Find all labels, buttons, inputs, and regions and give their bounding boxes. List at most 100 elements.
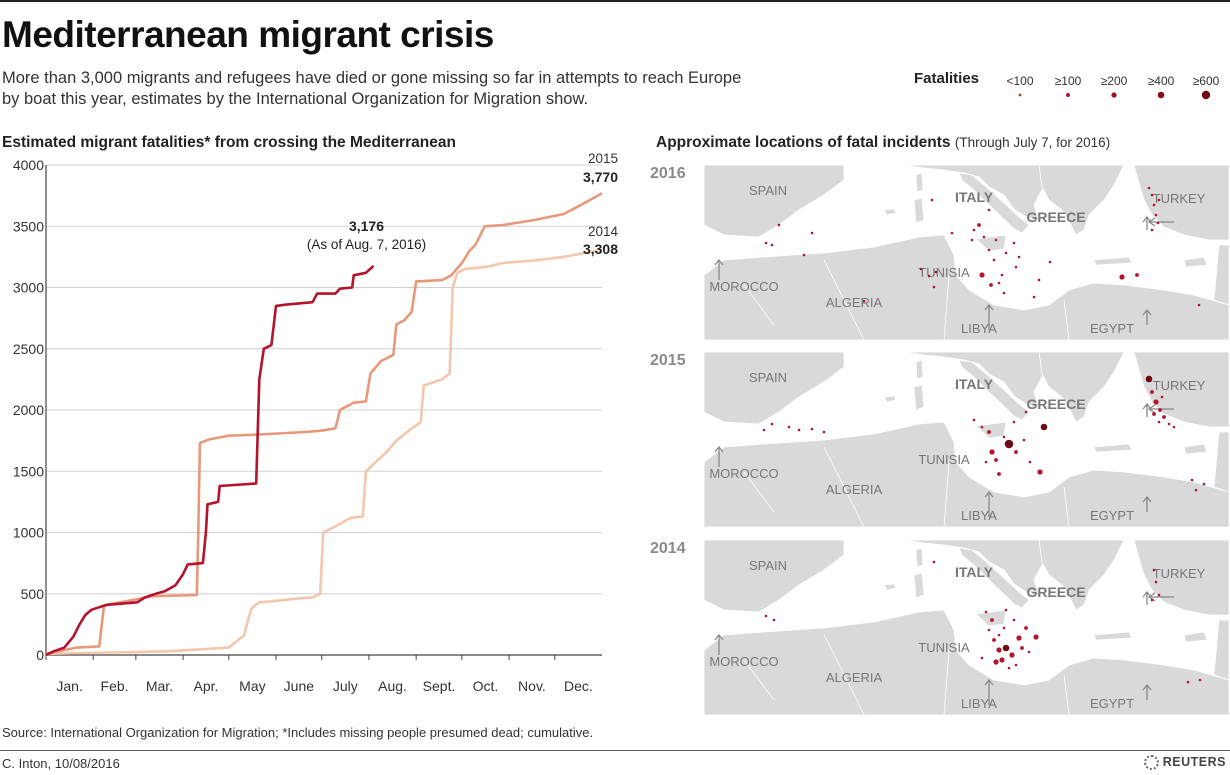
fatality-dot	[1150, 228, 1154, 232]
fatality-dot	[1033, 634, 1039, 640]
legend-item-ge400: ≥400	[1141, 74, 1181, 105]
map-land-balearic-island	[883, 583, 897, 591]
fatality-dot	[1135, 273, 1139, 277]
map-label-libya: LIBYA	[961, 696, 997, 711]
fatality-dot	[1002, 435, 1006, 439]
reuters-logo-icon	[1143, 755, 1159, 770]
map-year-label: 2015	[650, 352, 686, 369]
x-tick-label: Aug.	[378, 678, 407, 694]
map-land-balearic-island	[883, 395, 897, 403]
map-land-cyprus-island	[1183, 631, 1208, 643]
map-land-europe-west	[704, 352, 845, 425]
fatality-dot	[977, 223, 981, 227]
fatality-dot	[1157, 420, 1161, 424]
x-tick-label: July	[333, 678, 358, 694]
chart-annotations: 3,176 (As of Aug. 7, 2016) 2015 3,770 2014 3,…	[307, 151, 619, 257]
fatality-dot	[810, 427, 814, 431]
brand-logo: REUTERS	[1143, 755, 1226, 770]
fatality-dot	[1152, 568, 1156, 572]
x-tick-label: Mar.	[146, 678, 173, 694]
fatality-dot	[1048, 260, 1052, 264]
fatality-dot	[987, 430, 991, 434]
map-label-egypt: EGYPT	[1090, 696, 1134, 711]
map-land-sardinia-island	[913, 572, 925, 599]
annotation-year: 2015	[588, 151, 618, 166]
map-label-morocco: MOROCCO	[709, 466, 778, 481]
fatality-dot	[1012, 618, 1016, 622]
map-arrow-icon	[714, 633, 724, 641]
map-land-europe-west	[704, 540, 845, 613]
legend-label: <100	[1006, 74, 1034, 88]
x-tick-label: Sept.	[423, 678, 456, 694]
fatality-dot	[994, 458, 998, 462]
fatality-dot	[770, 243, 774, 247]
fatality-dot	[1150, 598, 1154, 602]
fatality-dot	[810, 231, 814, 235]
annotation-value: 3,770	[583, 169, 618, 185]
fatality-dot	[1012, 241, 1016, 245]
map-arrow-icon	[1142, 215, 1152, 223]
y-tick-label: 3500	[13, 218, 44, 234]
map-land-crete-island	[1093, 631, 1133, 641]
fatality-dot	[1020, 646, 1024, 650]
fatality-dot	[764, 241, 768, 245]
map-label-egypt: EGYPT	[1090, 508, 1134, 523]
fatality-dot	[1014, 265, 1018, 269]
fatality-dot	[990, 618, 994, 622]
series-line-2015	[45, 192, 603, 656]
map-land-crete-island	[1093, 256, 1133, 266]
fatality-dot	[1119, 274, 1125, 280]
x-tick-label: May	[239, 678, 265, 694]
x-tick-label: Oct.	[473, 678, 499, 694]
map-arrow-icon	[1147, 404, 1156, 414]
map-label-tunisia: TUNISIA	[918, 452, 970, 467]
fatality-dot	[1152, 412, 1156, 416]
fatality-dot	[1153, 399, 1159, 405]
series-line-2016	[45, 264, 375, 657]
map-arrow-icon	[984, 490, 994, 498]
map-label-greece: GREECE	[1026, 584, 1085, 600]
map-label-tunisia: TUNISIA	[918, 265, 970, 280]
legend-dot-icon	[1111, 92, 1117, 98]
fatality-dot	[1154, 580, 1158, 584]
map-label-spain: SPAIN	[749, 558, 787, 573]
page-subtitle: More than 3,000 migrants and refugees ha…	[2, 69, 742, 108]
fatality-dot	[1007, 666, 1011, 670]
annotation-note: (As of Aug. 7, 2016)	[307, 237, 426, 252]
fatality-dot	[987, 248, 991, 252]
fatality-dot	[797, 428, 801, 432]
map-label-tunisia: TUNISIA	[918, 640, 970, 655]
legend-dot-icon	[1157, 91, 1165, 99]
fatality-dot	[1017, 255, 1021, 259]
map-heading-main: Approximate locations of fatal incidents	[656, 134, 951, 151]
map-label-greece: GREECE	[1026, 396, 1085, 412]
fatality-dot	[1037, 469, 1043, 475]
annotation-value: 3,308	[583, 241, 618, 257]
map-land-italy-boot	[958, 547, 1030, 609]
fatality-dot	[989, 283, 993, 287]
map-label-italy: ITALY	[955, 189, 994, 205]
legend-label: ≥100	[1054, 74, 1082, 88]
fatality-dot	[987, 208, 991, 212]
map-arrow-icon	[1142, 402, 1152, 410]
bottom-rule	[0, 750, 1230, 751]
map-land-corsica-island	[915, 359, 924, 380]
fatality-dot	[996, 647, 1002, 653]
map-label-morocco: MOROCCO	[709, 654, 778, 669]
fatality-dot	[1160, 395, 1164, 399]
legend-item-ge100: ≥100	[1048, 74, 1088, 105]
fatality-dot	[1032, 295, 1036, 299]
map-label-algeria: ALGERIA	[826, 482, 883, 497]
map-label-morocco: MOROCCO	[709, 279, 778, 294]
fatality-dot	[1157, 593, 1161, 597]
fatality-dot	[1004, 608, 1008, 612]
fatality-dot	[989, 449, 995, 455]
fatality-dot	[1012, 420, 1016, 424]
fatality-dot	[999, 657, 1005, 663]
map-land-sardinia-island	[913, 197, 925, 224]
legend-label: ≥600	[1192, 74, 1220, 88]
fatality-dot	[1162, 415, 1166, 419]
fatality-dot	[1156, 221, 1160, 225]
fatality-dot	[930, 198, 934, 202]
map-label-algeria: ALGERIA	[826, 670, 883, 685]
